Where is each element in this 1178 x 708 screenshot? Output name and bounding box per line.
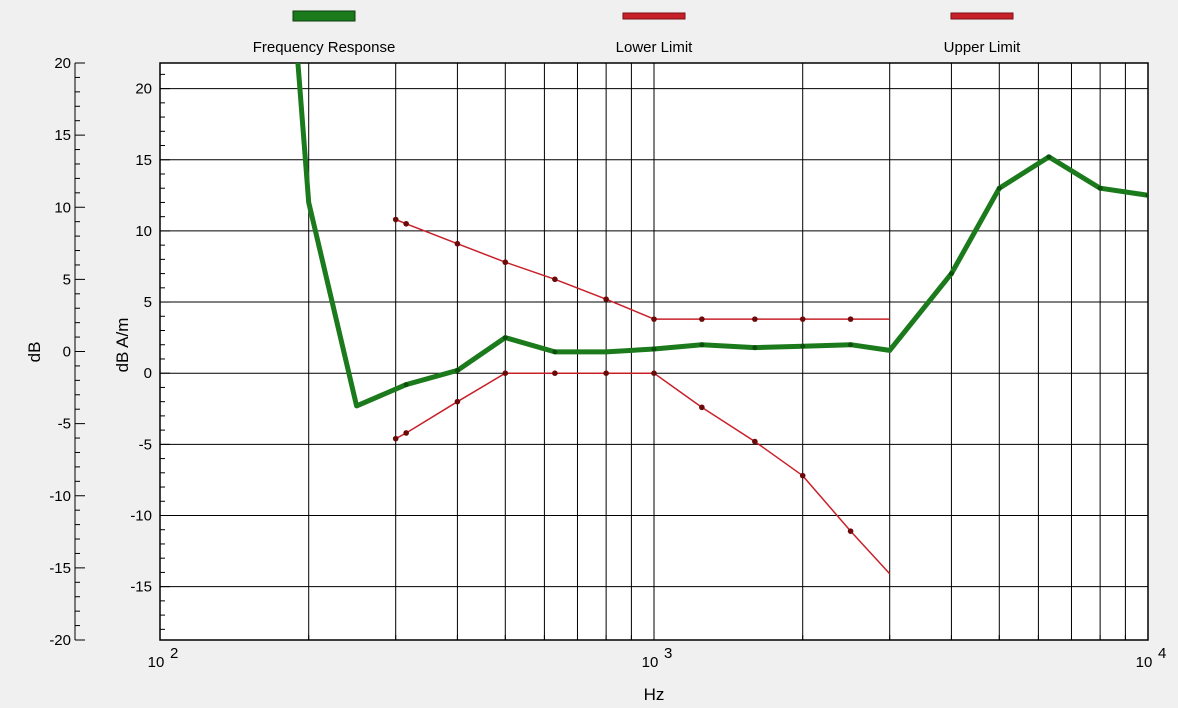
data-point <box>552 276 558 283</box>
left-tick-label: -10 <box>49 488 71 505</box>
data-point <box>699 342 705 348</box>
left-tick-label: 15 <box>54 127 71 144</box>
data-point <box>996 185 1002 191</box>
data-point <box>1097 185 1103 191</box>
x-tick-label: 10 <box>642 654 659 671</box>
data-point <box>800 343 806 349</box>
data-point <box>651 370 657 376</box>
data-point <box>454 240 461 247</box>
data-point <box>752 316 758 322</box>
data-point <box>552 349 558 355</box>
legend-label: Frequency Response <box>253 39 396 56</box>
right-y-axis: 20 15 10 5 0 -5 -10 -15 <box>130 73 170 630</box>
data-point <box>651 316 657 322</box>
right-tick-label: -5 <box>139 436 152 453</box>
data-point <box>603 296 609 303</box>
data-point <box>1145 192 1148 198</box>
series-group <box>295 63 1148 575</box>
grid-lines <box>160 63 1148 640</box>
series-frequency-response <box>295 63 1148 409</box>
data-point <box>752 345 758 351</box>
data-point <box>392 216 399 223</box>
x-tick-label: 10 <box>148 654 165 671</box>
data-point <box>799 316 806 322</box>
legend-swatch <box>292 10 356 22</box>
data-point <box>454 398 461 405</box>
data-point <box>847 316 854 322</box>
data-point <box>848 342 854 348</box>
right-tick-label: -15 <box>130 579 152 596</box>
legend: Frequency Response Lower Limit Upper Limit <box>253 10 1022 56</box>
data-point <box>454 367 460 373</box>
data-point <box>403 382 409 388</box>
left-y-axis: 20 15 10 5 0 -5 -10 -15 -20 <box>49 55 85 649</box>
x-axis: 10 2 10 3 10 4 <box>148 630 1166 671</box>
x-axis-title: Hz <box>644 685 665 704</box>
left-tick-label: 5 <box>63 271 71 288</box>
data-point <box>651 346 657 352</box>
data-point <box>403 220 409 227</box>
legend-label: Lower Limit <box>616 39 694 56</box>
data-point <box>502 335 508 341</box>
data-point <box>752 438 758 445</box>
data-point <box>502 259 509 266</box>
right-axis-title: dB A/m <box>113 318 132 373</box>
legend-swatch <box>622 12 686 20</box>
left-axis-title: dB <box>25 342 44 363</box>
legend-label: Upper Limit <box>944 39 1022 56</box>
data-point <box>403 430 409 436</box>
right-tick-label: 10 <box>135 223 152 240</box>
left-tick-label: -5 <box>58 416 71 433</box>
x-tick-label: 10 <box>1136 654 1153 671</box>
left-tick-label: -20 <box>49 632 71 649</box>
series-line <box>295 63 1148 409</box>
data-point <box>847 528 854 534</box>
data-point <box>552 370 558 376</box>
right-tick-label: 15 <box>135 152 152 169</box>
left-tick-label: 10 <box>54 199 71 216</box>
right-tick-label: 0 <box>144 365 152 382</box>
data-point <box>799 472 806 479</box>
data-point <box>502 370 509 376</box>
data-point <box>392 435 399 442</box>
data-point <box>1046 154 1052 160</box>
x-tick-exponent: 4 <box>1158 645 1166 662</box>
left-tick-label: -15 <box>49 560 71 577</box>
data-point <box>699 316 705 322</box>
data-point <box>603 370 609 376</box>
data-point <box>948 271 954 277</box>
right-tick-label: -10 <box>130 507 152 524</box>
series-line <box>395 372 891 575</box>
series-lower-limit <box>392 370 891 575</box>
right-tick-label: 5 <box>144 294 152 311</box>
data-point <box>699 404 705 411</box>
series-line <box>395 218 890 320</box>
series-upper-limit <box>392 216 890 322</box>
x-tick-exponent: 3 <box>664 645 672 662</box>
x-tick-exponent: 2 <box>170 645 178 662</box>
right-tick-label: 20 <box>135 81 152 98</box>
left-tick-label: 0 <box>63 344 71 361</box>
legend-swatch <box>950 12 1014 20</box>
left-tick-label: 20 <box>54 55 71 72</box>
